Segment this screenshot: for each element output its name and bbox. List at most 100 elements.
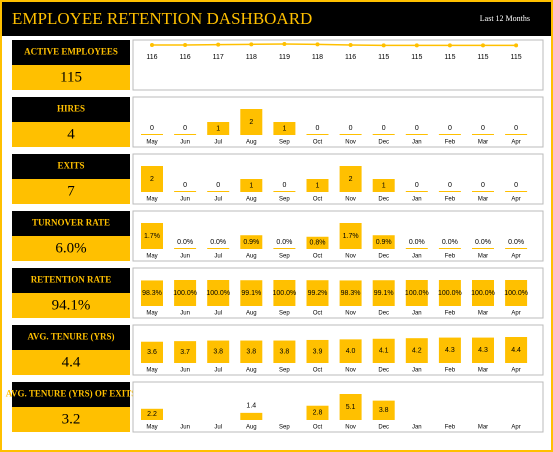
- month-label: Dec: [378, 368, 389, 374]
- month-label: Mar: [478, 311, 488, 317]
- bar: [405, 134, 428, 135]
- bar: [339, 166, 362, 192]
- point: [348, 43, 353, 48]
- kpi-label: HIRES: [57, 104, 85, 114]
- month-label: Feb: [445, 311, 456, 317]
- value-label: 2.2: [147, 411, 157, 418]
- month-label: Mar: [478, 368, 488, 374]
- bar: [438, 191, 461, 192]
- value-label: 1: [382, 182, 386, 189]
- month-label: Jan: [412, 197, 422, 203]
- bar: [174, 341, 197, 363]
- month-label: Nov: [345, 140, 356, 146]
- month-label: Sep: [279, 368, 290, 374]
- value-label: 0: [316, 125, 320, 132]
- month-label: Jul: [214, 140, 222, 146]
- month-label: Aug: [246, 254, 257, 260]
- bar: [339, 280, 362, 306]
- month-label: Jan: [412, 140, 422, 146]
- month-label: Aug: [246, 140, 257, 146]
- month-label: Oct: [313, 311, 323, 317]
- value-label: 0: [514, 182, 518, 189]
- value-label: 0.9%: [243, 239, 259, 246]
- value-label: 0.0%: [276, 239, 292, 246]
- bar: [372, 134, 395, 135]
- month-label: Dec: [378, 197, 389, 203]
- value-label: 4.1: [379, 348, 389, 355]
- value-label: 0: [415, 182, 419, 189]
- kpi-label-bg: [12, 268, 130, 293]
- value-label: 117: [213, 54, 224, 61]
- point: [481, 43, 485, 48]
- bar: [273, 248, 296, 249]
- value-label: 3.8: [213, 349, 223, 356]
- value-label: 99.1%: [374, 290, 394, 297]
- value-label: 115: [378, 54, 389, 61]
- kpi-value: 94.1%: [52, 297, 91, 313]
- value-label: 118: [246, 54, 257, 61]
- bar: [339, 339, 362, 363]
- bar: [306, 339, 329, 363]
- value-label: 0.0%: [409, 239, 425, 246]
- bar: [372, 179, 395, 192]
- bar: [472, 337, 494, 363]
- value-label: 3.8: [246, 349, 256, 356]
- value-label: 1: [282, 125, 286, 132]
- month-label: Jul: [214, 425, 222, 431]
- bar: [273, 280, 296, 306]
- month-label: Feb: [445, 140, 456, 146]
- header-bar: [2, 2, 551, 36]
- value-label: 119: [279, 54, 290, 61]
- bar: [207, 280, 230, 306]
- value-label: 4.4: [511, 347, 521, 354]
- bar: [438, 337, 461, 363]
- value-label: 0: [349, 125, 353, 132]
- kpi-value-bg: [12, 293, 130, 318]
- value-label: 1.7%: [343, 233, 359, 240]
- month-label: Nov: [345, 368, 356, 374]
- chart-panel: [132, 96, 544, 148]
- value-label: 0: [481, 125, 485, 132]
- month-label: Oct: [313, 368, 323, 374]
- kpi-label-bg: [12, 97, 130, 122]
- month-label: Nov: [345, 311, 356, 317]
- point: [249, 42, 254, 47]
- month-label: Mar: [478, 254, 488, 260]
- value-label: 0: [150, 125, 154, 132]
- month-label: Feb: [445, 425, 456, 431]
- bar: [405, 280, 428, 306]
- value-label: 2.8: [313, 410, 323, 417]
- point: [447, 43, 452, 48]
- value-label: 1.7%: [144, 233, 160, 240]
- point: [381, 43, 386, 48]
- value-label: 4.3: [445, 347, 455, 354]
- bar: [141, 223, 163, 249]
- kpi-value: 3.2: [62, 411, 81, 427]
- value-label: 116: [180, 54, 191, 61]
- month-label: Apr: [511, 254, 520, 260]
- value-label: 0.8%: [310, 240, 326, 247]
- bar: [174, 191, 197, 192]
- value-label: 118: [312, 54, 323, 61]
- value-label: 0.0%: [210, 239, 226, 246]
- bar: [240, 179, 263, 192]
- bar: [372, 280, 395, 306]
- value-label: 1: [249, 182, 253, 189]
- month-label: Jan: [412, 311, 422, 317]
- bar: [273, 340, 296, 363]
- bar: [306, 134, 329, 135]
- month-label: Sep: [279, 311, 290, 317]
- value-label: 0.0%: [508, 239, 524, 246]
- value-label: 0.0%: [177, 239, 193, 246]
- bar: [339, 223, 362, 249]
- value-label: 0: [216, 182, 220, 189]
- kpi-value-bg: [12, 65, 130, 90]
- kpi-value: 115: [60, 69, 82, 85]
- month-label: Jun: [180, 197, 190, 203]
- value-label: 100.0%: [173, 290, 197, 297]
- chart-panel: [132, 153, 544, 205]
- month-label: Jul: [214, 197, 222, 203]
- kpi-label-bg: [12, 382, 130, 407]
- month-label: Apr: [511, 197, 520, 203]
- bar: [141, 280, 163, 306]
